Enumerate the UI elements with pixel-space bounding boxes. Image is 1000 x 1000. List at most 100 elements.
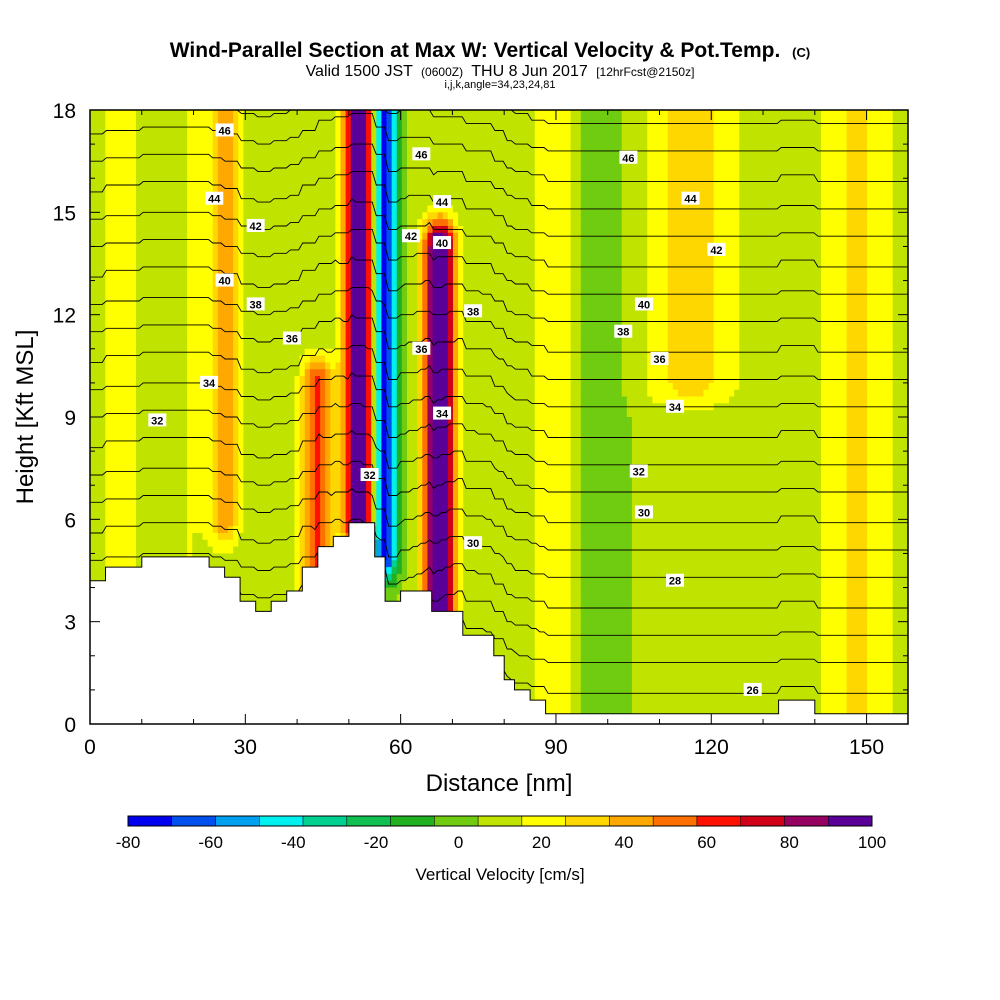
velocity-cell <box>202 253 209 261</box>
velocity-cell <box>212 307 219 316</box>
velocity-cell <box>769 116 776 125</box>
velocity-cell <box>611 130 618 138</box>
velocity-cell <box>110 110 117 118</box>
velocity-cell <box>657 314 664 323</box>
velocity-cell <box>729 191 735 200</box>
velocity-cell <box>105 116 112 125</box>
velocity-cell <box>790 178 797 186</box>
velocity-cell <box>120 307 127 316</box>
velocity-cell <box>412 314 418 323</box>
velocity-cell <box>330 273 336 282</box>
velocity-cell <box>176 287 183 295</box>
velocity-cell <box>366 178 372 186</box>
velocity-cell <box>877 301 884 309</box>
velocity-cell <box>856 225 863 234</box>
velocity-cell <box>529 294 536 302</box>
velocity-cell <box>253 137 260 145</box>
velocity-cell <box>509 185 515 193</box>
velocity-cell <box>340 157 347 166</box>
velocity-cell <box>452 171 459 179</box>
velocity-cell <box>867 191 873 200</box>
velocity-cell <box>268 314 275 323</box>
velocity-cell <box>570 137 577 145</box>
velocity-cell <box>350 157 357 166</box>
velocity-cell <box>473 123 480 132</box>
velocity-cell <box>662 116 669 125</box>
velocity-cell <box>161 253 168 261</box>
velocity-cell <box>136 164 142 172</box>
velocity-cell <box>130 116 137 125</box>
velocity-cell <box>795 157 802 166</box>
velocity-cell <box>228 225 234 234</box>
velocity-cell <box>790 225 797 234</box>
velocity-cell <box>294 205 301 213</box>
velocity-cell <box>821 144 827 152</box>
velocity-cell <box>427 123 434 132</box>
velocity-cell <box>734 198 740 207</box>
velocity-cell <box>176 130 183 138</box>
velocity-cell <box>100 191 106 200</box>
velocity-cell <box>667 301 674 309</box>
velocity-cell <box>754 144 761 152</box>
velocity-cell <box>616 294 623 302</box>
velocity-cell <box>488 287 495 295</box>
velocity-cell <box>831 294 838 302</box>
velocity-cell <box>136 137 142 145</box>
velocity-cell <box>156 185 163 193</box>
velocity-cell <box>238 178 244 186</box>
velocity-cell <box>156 260 163 268</box>
velocity-cell <box>514 219 521 227</box>
velocity-cell <box>95 185 101 193</box>
velocity-cell <box>795 232 802 241</box>
velocity-cell <box>335 110 342 118</box>
velocity-cell <box>100 164 106 172</box>
velocity-cell <box>826 239 832 248</box>
velocity-cell <box>887 294 894 302</box>
velocity-cell <box>309 273 316 282</box>
velocity-cell <box>708 266 715 275</box>
velocity-cell <box>591 294 597 302</box>
velocity-cell <box>187 137 193 145</box>
velocity-cell <box>268 287 275 295</box>
velocity-cell <box>458 110 464 118</box>
velocity-cell <box>136 185 142 193</box>
velocity-cell <box>161 130 168 138</box>
velocity-cell <box>688 246 694 254</box>
velocity-cell <box>647 116 653 125</box>
velocity-cell <box>708 198 715 207</box>
velocity-cell <box>596 260 602 268</box>
velocity-cell <box>156 164 163 172</box>
velocity-cell <box>130 178 137 186</box>
velocity-cell <box>381 116 388 125</box>
velocity-cell <box>611 171 618 179</box>
velocity-cell <box>867 198 873 207</box>
velocity-cell <box>468 314 475 323</box>
velocity-cell <box>611 164 618 172</box>
velocity-cell <box>902 191 908 200</box>
velocity-cell <box>642 191 648 200</box>
velocity-cell <box>703 225 710 234</box>
velocity-cell <box>202 273 209 282</box>
velocity-cell <box>396 280 403 288</box>
velocity-cell <box>580 307 587 316</box>
velocity-cell <box>412 294 418 302</box>
velocity-cell <box>171 260 178 268</box>
velocity-cell <box>136 232 142 241</box>
velocity-cell <box>309 137 316 145</box>
velocity-cell <box>299 130 306 138</box>
velocity-cell <box>570 280 577 288</box>
velocity-cell <box>289 266 296 275</box>
velocity-cell <box>284 110 290 118</box>
velocity-cell <box>176 185 183 193</box>
velocity-cell <box>591 253 597 261</box>
velocity-cell <box>550 157 556 166</box>
velocity-cell <box>442 301 449 309</box>
velocity-cell <box>355 266 362 275</box>
velocity-cell <box>130 246 137 254</box>
velocity-cell <box>299 191 306 200</box>
velocity-cell <box>488 150 495 159</box>
velocity-cell <box>488 130 495 138</box>
velocity-cell <box>248 232 255 241</box>
velocity-cell <box>314 157 321 166</box>
velocity-cell <box>550 219 556 227</box>
